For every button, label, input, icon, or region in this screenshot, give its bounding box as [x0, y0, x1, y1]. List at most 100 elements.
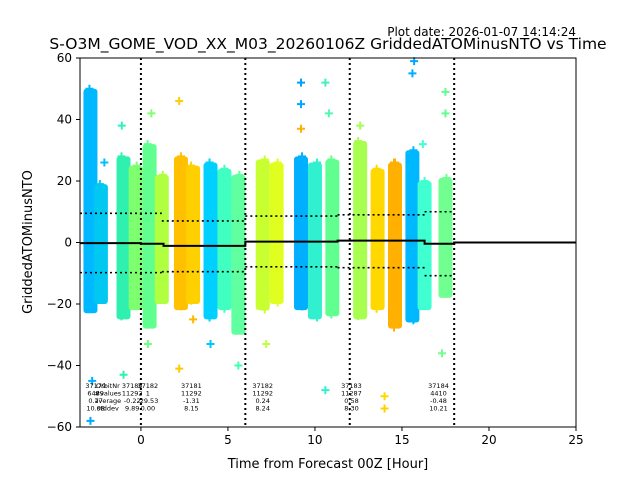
data-point	[235, 325, 244, 334]
outlier-point	[88, 376, 97, 385]
series-cloud	[231, 170, 246, 335]
outlier-point	[380, 404, 389, 413]
orbit-stat-values: 11287	[341, 390, 362, 398]
y-tick-label: 40	[57, 113, 72, 127]
data-point	[132, 301, 141, 310]
series-cloud	[217, 164, 232, 313]
series-cloud	[255, 155, 270, 314]
orbit-stat-orbit: 37183	[341, 382, 362, 390]
stats-label: OrbitNr	[96, 382, 120, 390]
series-cloud	[353, 137, 368, 321]
outlier-point	[175, 364, 184, 373]
y-tick-label: −20	[47, 297, 72, 311]
axes-layer: 0 5 10 15 20 25 −60 −40 −20 0 20 40 60	[47, 51, 584, 447]
series-cloud	[269, 158, 284, 307]
orbit-stats-layer: 3717964890.7710.083718011292-0.229.89371…	[85, 382, 449, 413]
orbit-stat-stddev: 0.00	[141, 405, 155, 413]
data-point	[372, 304, 381, 313]
y-tick-label: 60	[57, 51, 72, 65]
data-point	[205, 313, 214, 322]
y-tick-label: −60	[47, 420, 72, 434]
outlier-point	[143, 339, 152, 348]
x-axis-label: Time from Forecast 00Z [Hour]	[227, 457, 429, 472]
orbit-stat-orbit: 37180	[122, 382, 143, 390]
outlier-point	[262, 339, 271, 348]
series-cloud	[173, 152, 188, 311]
series-cloud	[294, 152, 309, 311]
data-point	[273, 298, 282, 307]
series-layer	[83, 57, 453, 425]
outlier-point	[418, 140, 427, 149]
series-cloud-core	[142, 144, 157, 329]
x-tick-label: 15	[394, 433, 409, 447]
outlier-point	[147, 109, 156, 118]
orbit-stat-values: 4410	[430, 390, 447, 398]
data-point	[420, 302, 429, 310]
outlier-point	[297, 78, 306, 87]
data-point	[187, 296, 196, 305]
series-cloud	[307, 158, 322, 322]
orbit-stat-orbit: 37182	[138, 382, 159, 390]
outlier-point	[441, 87, 450, 96]
outlier-group	[86, 57, 450, 425]
orbit-stat-average: 0.24	[255, 397, 269, 405]
series-cloud	[370, 164, 385, 313]
series-cloud	[116, 152, 131, 321]
outlier-point	[175, 97, 184, 106]
outlier-point	[297, 100, 306, 109]
x-tick-label: 0	[137, 433, 145, 447]
orbit-stat-stddev: 8.15	[184, 405, 198, 413]
orbit-stat-values: 6489	[87, 390, 104, 398]
series-cloud	[325, 155, 340, 319]
outlier-point	[189, 315, 198, 324]
data-point	[409, 316, 418, 325]
data-point	[442, 288, 451, 297]
series-cloud	[405, 146, 420, 325]
orbit-stat-orbit: 37184	[428, 382, 449, 390]
outlier-point	[437, 349, 446, 358]
y-axis-label: GriddedATOMinusNTO	[21, 170, 36, 314]
x-tick-label: 20	[481, 433, 496, 447]
data-point	[158, 295, 167, 304]
outlier-point	[117, 121, 126, 130]
outlier-point	[234, 361, 243, 370]
x-tick-label: 10	[307, 433, 322, 447]
orbit-stat-average: -1.31	[183, 397, 200, 405]
orbit-stat-stddev: 10.21	[429, 405, 448, 413]
series-cloud	[388, 158, 403, 332]
chart-title: S-O3M_GOME_VOD_XX_M03_20260106Z GriddedA…	[49, 35, 606, 54]
orbit-stat-values: 1	[146, 390, 150, 398]
outlier-point	[380, 392, 389, 401]
orbit-stat-average: 0.58	[344, 397, 358, 405]
orbit-stat-orbit: 37181	[181, 382, 202, 390]
outlier-point	[297, 124, 306, 133]
data-point	[117, 312, 126, 321]
data-point	[85, 304, 94, 313]
orbit-stat-values: 11292	[181, 390, 202, 398]
orbit-stat-average: 0.77	[88, 397, 102, 405]
x-tick-label: 5	[224, 433, 232, 447]
series-cloud	[186, 161, 201, 305]
outlier-point	[441, 109, 450, 118]
x-tick-label: 25	[568, 433, 583, 447]
outlier-point	[391, 158, 400, 167]
stats-label: average	[95, 397, 122, 405]
orbit-stat-values: 11292	[252, 390, 273, 398]
outlier-point	[206, 339, 215, 348]
orbit-stat-average: -29.53	[137, 397, 158, 405]
series-cloud	[93, 180, 108, 304]
series-cloud	[154, 170, 169, 304]
stats-label: stddev	[97, 405, 119, 413]
orbit-stat-stddev: 9.89	[125, 405, 139, 413]
y-tick-label: −40	[47, 359, 72, 373]
series-cloud	[438, 173, 453, 298]
data-point	[176, 302, 185, 311]
outlier-point	[321, 386, 330, 395]
